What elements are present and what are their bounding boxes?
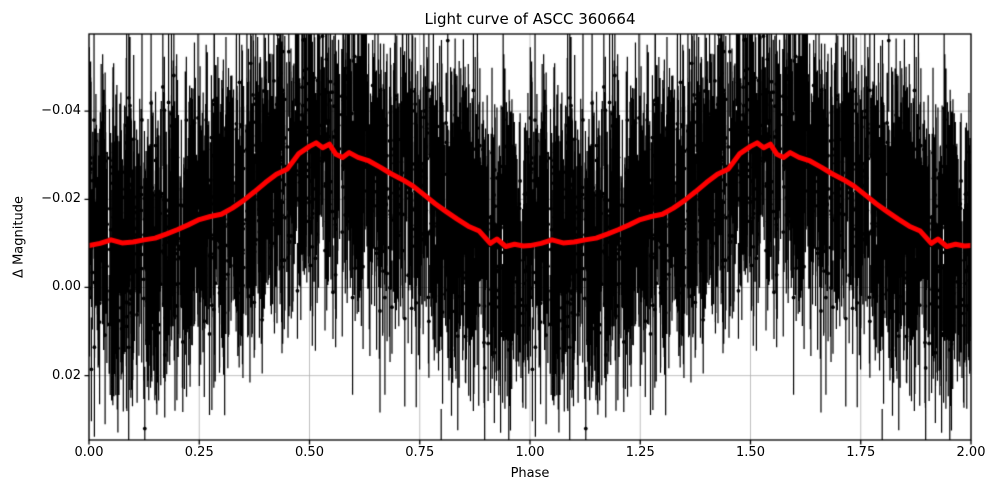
x-tick-label: 0.50	[295, 445, 324, 460]
y-tick-label: 0.00	[52, 279, 81, 295]
x-tick-label: 1.00	[515, 445, 545, 460]
x-tick-label: 1.75	[846, 445, 876, 460]
x-tick-label: 0.75	[405, 445, 435, 460]
y-tick-label: −0.04	[41, 103, 81, 119]
x-tick-label: 0.00	[74, 445, 104, 460]
chart-title: Light curve of ASCC 360664	[424, 10, 636, 28]
y-tick-label: 0.02	[52, 367, 81, 383]
x-tick-label: 1.25	[625, 445, 655, 460]
y-tick-label: −0.02	[41, 191, 81, 207]
x-tick-label: 0.25	[184, 445, 214, 460]
x-tick-label: 1.50	[736, 445, 765, 460]
x-tick-label: 2.00	[956, 445, 986, 460]
y-axis-label: Δ Magnitude	[11, 196, 27, 278]
x-axis-label: Phase	[510, 466, 550, 481]
